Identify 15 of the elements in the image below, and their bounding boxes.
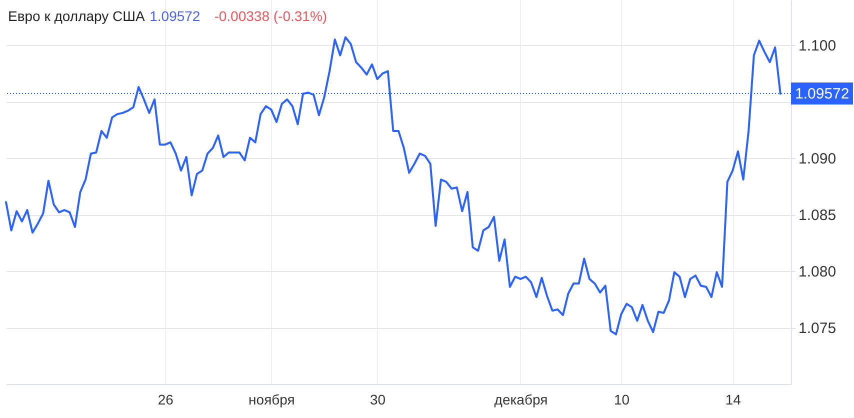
y-tick-label: 1.100 [798, 38, 836, 55]
x-tick-label: 26 [158, 392, 174, 408]
x-tick-label: ноября [248, 392, 295, 408]
y-tick-label: 1.075 [798, 320, 836, 338]
annotation: -0.00338 (-0.31%) [214, 8, 328, 24]
x-tick-label: 14 [725, 392, 742, 408]
y-tick-label: 1.080 [798, 264, 836, 281]
y-tick-label: 1.085 [798, 207, 836, 224]
x-tick-label: 10 [614, 392, 630, 408]
y-tick-label: 1.090 [798, 150, 836, 168]
text: Евро к доллару США [8, 8, 146, 24]
ref-line-label: 1.09572 [795, 86, 850, 103]
x-tick-label: 30 [370, 392, 386, 408]
x-tick-label: декабря [494, 392, 548, 408]
annotation: 1.09572 [150, 8, 200, 24]
